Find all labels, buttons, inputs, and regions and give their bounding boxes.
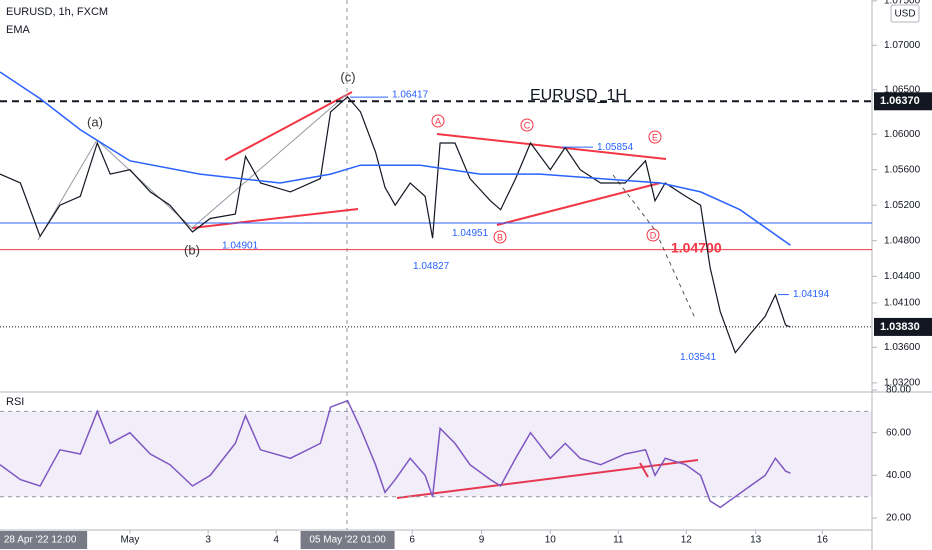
y-tick-label: 1.07000 [884,40,921,51]
y-tick-label: 1.06000 [884,129,921,140]
wave-label: B [497,232,503,242]
price-label: 1.03541 [680,352,717,363]
y-tick-label: 1.04800 [884,235,921,246]
x-tick-box [300,531,395,549]
rsi-line [0,399,791,509]
wave-label: A [435,116,441,126]
price-level-label: 1.06370 [880,95,920,107]
x-tick-label: 4 [273,535,279,546]
wave-label: E [652,132,658,142]
x-tick-label: 3 [205,535,211,546]
x-tick-label: 16 [817,535,829,546]
x-tick-label: 12 [681,535,693,546]
x-tick-label: 6 [409,535,415,546]
price-label: 1.06417 [392,90,429,101]
x-tick-label: 05 May '22 01:00 [309,535,386,546]
y-tick-label: 1.04400 [884,271,921,282]
ema-legend: EMA [6,24,31,36]
price-level-label: 1.04700 [671,239,722,255]
price-label: 1.04827 [413,261,450,272]
y-tick-label: 1.05200 [884,200,921,211]
wave-circle [493,230,507,244]
price-level-box [874,317,932,336]
currency-box [890,4,920,23]
wave-circle [648,130,662,144]
wave-circle [520,118,534,132]
rsi-y-tick-label: 20.00 [886,513,911,524]
chart-title: EURUSD_1H [530,87,627,104]
x-tick-label: May [120,535,139,546]
wave-path [37,93,348,241]
y-tick-label: 1.07500 [884,0,921,7]
x-tick-label: 28 Apr '22 12:00 [4,535,77,546]
rsi-title: RSI [6,396,24,408]
trendlines [191,91,699,499]
price-label: 1.05854 [597,142,634,153]
rsi-band [0,411,872,497]
price-label: 1.04194 [793,289,830,300]
y-tick-label: 1.05600 [884,164,921,175]
rsi-y-tick-label: 80.00 [886,385,911,396]
price-line [0,95,791,354]
wave-circle [431,114,445,128]
wave-label: D [650,230,657,240]
rsi-y-tick-label: 40.00 [886,470,911,481]
y-tick-label: 1.03600 [884,342,921,353]
x-tick-label: 10 [545,535,557,546]
wave-label: (a) [87,114,103,129]
y-tick-label: 1.04100 [884,298,921,309]
price-label: 1.04951 [452,228,489,239]
x-tick-label: 11 [613,535,624,546]
symbol-title: EURUSD, 1h, FXCM [6,6,108,18]
rsi-y-tick-label: 60.00 [886,427,911,438]
wave-circle [646,228,660,242]
x-tick-label: 13 [750,535,762,546]
wave-label: (b) [184,242,200,257]
wave-label: C [524,120,531,130]
price-level-box [874,92,932,111]
y-tick-label: 1.06500 [884,84,921,95]
x-tick-box [0,531,88,549]
price-level-label: 1.03830 [880,321,920,333]
y-tick-label: 1.03200 [884,378,921,389]
ema-line [0,71,791,246]
currency: USD [894,9,915,20]
wave-label: (c) [340,69,355,84]
x-tick-label: 9 [479,535,485,546]
price-label: 1.04901 [222,240,259,251]
